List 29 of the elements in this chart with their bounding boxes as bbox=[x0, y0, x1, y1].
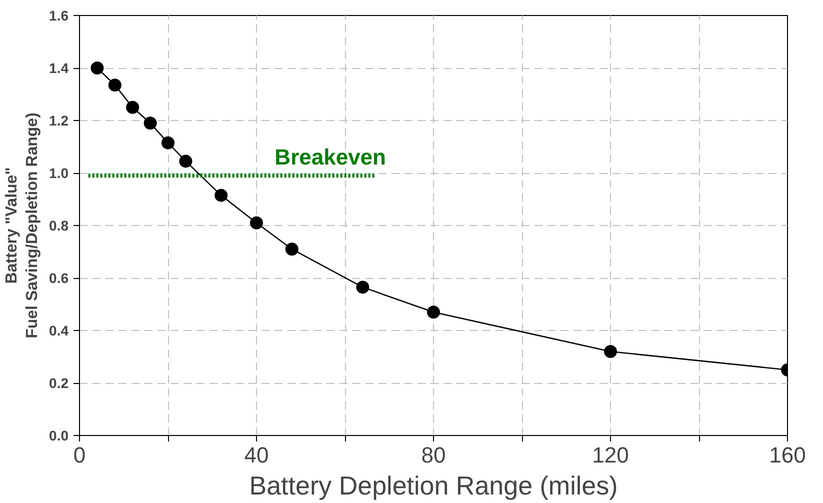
point bbox=[285, 242, 298, 256]
point bbox=[90, 62, 104, 74]
y-tick-label: 1.4 bbox=[49, 60, 69, 76]
point bbox=[126, 100, 140, 114]
point bbox=[108, 78, 122, 92]
point bbox=[214, 188, 228, 202]
y-tick-label: 1.2 bbox=[49, 112, 69, 128]
x-tick-label: 120 bbox=[592, 442, 629, 468]
x-tick-label: 80 bbox=[421, 442, 446, 468]
y-axis-title: Battery "Value" Fuel Saving/Depletion Range) bbox=[4, 112, 42, 338]
y-tick-label: 0.2 bbox=[49, 375, 69, 391]
x-tick-label: 160 bbox=[769, 442, 806, 468]
x-tick-label: 40 bbox=[244, 442, 269, 468]
series-label: Breakeven bbox=[274, 144, 386, 170]
point bbox=[250, 216, 263, 230]
y-tick-label: 0.4 bbox=[49, 322, 69, 338]
point bbox=[144, 116, 157, 130]
y-tick-label: 1.0 bbox=[49, 165, 69, 181]
point bbox=[427, 306, 440, 319]
y-tick-label: 0.0 bbox=[49, 428, 69, 444]
point bbox=[179, 154, 192, 168]
point bbox=[604, 345, 617, 358]
point bbox=[356, 280, 370, 294]
y-tick-label: 0.8 bbox=[49, 218, 69, 234]
y-tick-label: 0.6 bbox=[49, 270, 69, 286]
x-axis-title: Battery Depletion Range (miles) bbox=[249, 470, 618, 500]
y-tick-label: 1.6 bbox=[49, 8, 69, 24]
point bbox=[162, 136, 174, 150]
x-tick-label: 0 bbox=[73, 442, 86, 468]
